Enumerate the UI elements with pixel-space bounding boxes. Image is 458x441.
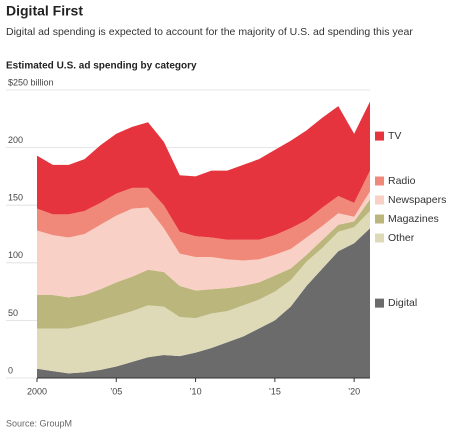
- y-tick-label: 200: [8, 135, 23, 145]
- y-tick-label: 100: [8, 250, 23, 260]
- legend-label: Other: [388, 232, 415, 244]
- legend-swatch: [375, 298, 384, 308]
- legend-swatch: [375, 214, 384, 224]
- legend-label: Radio: [388, 175, 416, 187]
- legend-label: Newspapers: [388, 194, 446, 206]
- legend-swatch: [375, 131, 384, 141]
- legend-label: Digital: [388, 297, 417, 309]
- legend-label: TV: [388, 130, 401, 142]
- chart-title: Estimated U.S. ad spending by category: [6, 61, 197, 72]
- area: [37, 199, 370, 329]
- x-tick-label: 2000: [27, 386, 47, 396]
- legend-label: Magazines: [388, 213, 439, 225]
- legend-swatch: [375, 195, 384, 205]
- x-tick-label: ’10: [190, 386, 202, 396]
- y-tick-label: 150: [8, 193, 23, 203]
- x-tick-label: ’05: [110, 386, 122, 396]
- x-tick-label: ’20: [348, 386, 360, 396]
- subtitle: Digital ad spending is expected to accou…: [6, 26, 413, 38]
- area: [37, 170, 370, 261]
- legend-swatch: [375, 233, 384, 243]
- legend-swatch: [375, 176, 384, 186]
- y-tick-label: 0: [8, 365, 13, 375]
- area: [37, 228, 370, 378]
- y-tick-label: 50: [8, 308, 18, 318]
- area: [37, 101, 370, 240]
- x-tick-label: ’15: [269, 386, 281, 396]
- y-tick-label: $250 billion: [8, 77, 54, 87]
- area: [37, 210, 370, 374]
- source: Source: GroupM: [6, 418, 72, 428]
- title: Digital First: [6, 3, 83, 19]
- area: [37, 191, 370, 298]
